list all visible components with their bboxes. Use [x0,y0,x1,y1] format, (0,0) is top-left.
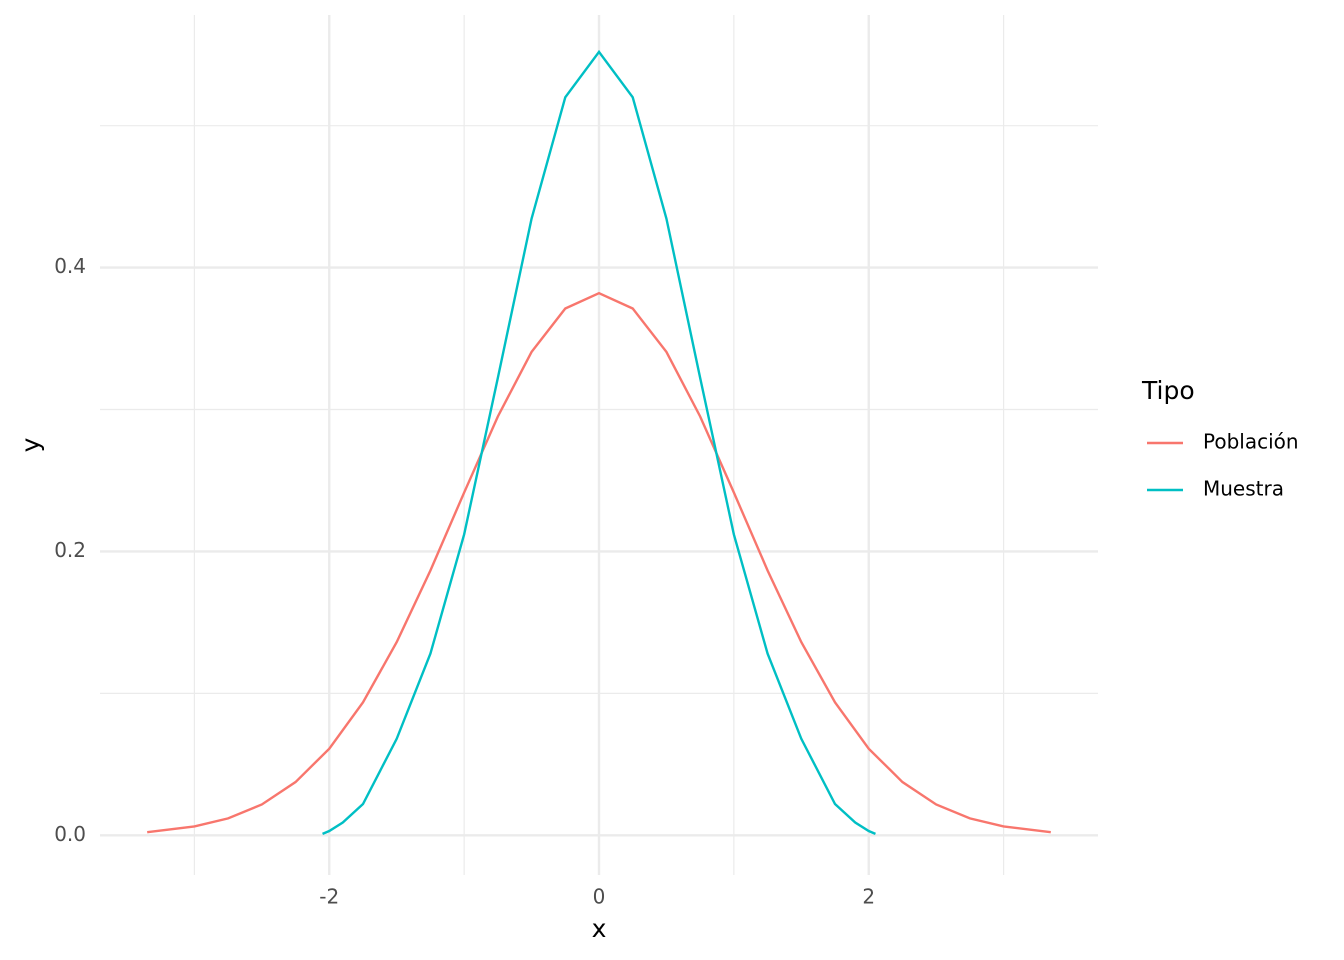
legend-label: Población [1203,430,1299,454]
y-axis-title: y [16,437,45,452]
y-tick-label: 0.2 [54,538,86,562]
y-tick-label: 0.4 [54,254,86,278]
x-axis-title: x [592,914,607,943]
line [147,291,1051,834]
x-tick-label: -2 [319,885,339,909]
x-tick-label: 0 [593,885,606,909]
line [322,49,876,835]
y-tick-label: 0.0 [54,822,86,846]
legend-title: Tipo [1141,376,1195,405]
legend-label: Muestra [1203,477,1284,501]
x-tick-label: 2 [862,885,875,909]
